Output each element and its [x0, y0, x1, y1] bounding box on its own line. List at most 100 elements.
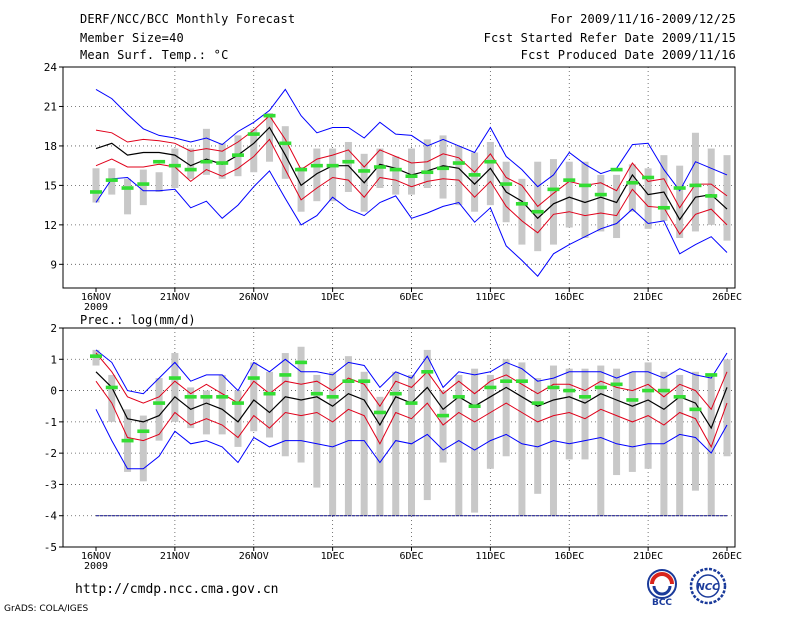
prec-member-box [313, 374, 321, 488]
temp-xtick-label: 16NOV [81, 292, 111, 303]
prec-xtick-label: 16NOV [81, 551, 111, 562]
prec-year-label: 2009 [84, 561, 108, 572]
prec-ytick-label: -5 [44, 541, 57, 554]
fcst-started-date: Fcst Started Refer Date 2009/11/15 [483, 31, 736, 45]
temp-observed-marker [295, 167, 308, 172]
temp-observed-marker [405, 174, 418, 178]
prec-member-box [581, 368, 589, 460]
prec-observed-marker [610, 382, 623, 387]
prec-ytick-label: 2 [50, 322, 57, 335]
temp-observed-marker [90, 190, 102, 194]
temp-member-box [392, 156, 400, 195]
prec-observed-marker [452, 395, 465, 399]
temp-observed-marker [279, 141, 292, 146]
prec-observed-marker [594, 385, 607, 390]
prec-observed-marker [421, 370, 434, 374]
prec-observed-marker [121, 438, 134, 443]
prec-member-box [597, 365, 605, 516]
temp-member-box [266, 113, 274, 162]
ncc-logo: NCC [689, 567, 727, 605]
temp-member-box [581, 161, 589, 239]
temp-observed-marker [642, 175, 655, 180]
prec-observed-marker [484, 385, 497, 390]
prec-observed-marker [547, 385, 560, 390]
temp-member-box [313, 148, 321, 202]
prec-member-box [565, 368, 573, 460]
prec-panel-title: Prec.: log(mm/d) [80, 313, 196, 327]
prec-observed-marker [705, 373, 718, 377]
prec-ytick-label: -2 [44, 447, 57, 460]
temp-observed-marker [515, 202, 528, 206]
temp-observed-marker [500, 182, 513, 186]
prec-member-box [139, 415, 147, 482]
prec-observed-marker [468, 404, 481, 409]
temp-ytick-label: 12 [44, 219, 57, 232]
precipitation-panel: -5 -4 -3 -2 -1 0 1 2 16NOV 21NOV 26NOV 1DEC 6DEC 11DE… [44, 313, 742, 572]
prec-member-box [329, 371, 337, 516]
temp-xtick-label: 1DEC [321, 292, 345, 303]
temp-year-label: 2009 [84, 302, 108, 313]
prec-upper-std-line [95, 352, 728, 411]
temp-upper-std-line [95, 114, 728, 209]
ncc-logo-text: NCC [696, 582, 720, 593]
temp-xtick-label: 26NOV [239, 292, 269, 303]
prec-member-box [439, 390, 447, 463]
prec-member-box [723, 359, 731, 457]
prec-xtick-label: 26NOV [239, 551, 269, 562]
temp-ytick-label: 9 [50, 258, 57, 271]
temp-xtick-label: 11DEC [475, 292, 505, 303]
source-url[interactable]: http://cmdp.ncc.cma.gov.cn [75, 582, 279, 597]
forecast-period: For 2009/11/16-2009/12/25 [550, 12, 736, 26]
temp-member-box [613, 174, 621, 239]
prec-member-box [376, 396, 384, 516]
prec-member-box [155, 378, 163, 441]
temp-member-box [691, 132, 699, 232]
temp-member-box [329, 148, 337, 202]
temp-member-box [139, 169, 147, 206]
prec-xtick-label: 16DEC [554, 551, 584, 562]
prec-member-box [486, 374, 494, 469]
prec-xtick-label: 21DEC [633, 551, 663, 562]
prec-observed-marker [579, 395, 592, 399]
prec-member-box [423, 349, 431, 501]
prec-observed-marker [373, 410, 386, 415]
temp-observed-marker [263, 113, 276, 118]
temp-member-box [455, 145, 463, 206]
temp-observed-marker [184, 167, 197, 172]
prec-member-box [266, 371, 274, 438]
temp-member-box [297, 166, 305, 212]
temp-observed-marker [137, 182, 150, 186]
temp-observed-marker [216, 161, 229, 165]
prec-lower-extreme-line [95, 409, 728, 470]
prec-member-box [202, 390, 210, 435]
prec-member-box [455, 374, 463, 516]
prec-observed-marker [673, 395, 686, 399]
prec-observed-marker [247, 376, 260, 380]
temp-observed-marker [673, 186, 686, 190]
temp-member-box [250, 128, 258, 173]
prec-member-box [218, 374, 226, 435]
prec-member-box [613, 368, 621, 476]
temp-lower-std-line [95, 138, 728, 235]
temp-member-box [171, 148, 179, 189]
temp-observed-marker [594, 192, 607, 197]
temp-member-box [471, 152, 479, 212]
prec-observed-marker [626, 398, 639, 402]
temp-observed-marker [437, 166, 450, 171]
temp-xtick-label: 26DEC [712, 292, 742, 303]
prec-observed-marker [657, 388, 670, 393]
temp-observed-marker [452, 161, 465, 165]
prec-member-box [250, 362, 258, 432]
prec-observed-marker [184, 395, 197, 399]
temp-xtick-label: 16DEC [554, 292, 584, 303]
temp-ytick-label: 24 [44, 61, 58, 74]
prec-member-box [171, 353, 179, 422]
prec-member-box [518, 362, 526, 516]
temp-member-box [281, 126, 289, 179]
temp-observed-marker [579, 183, 592, 188]
temp-member-box [549, 159, 557, 245]
prec-member-box [408, 374, 415, 516]
prec-member-box [676, 374, 684, 516]
fcst-produced-date: Fcst Produced Date 2009/11/16 [520, 48, 736, 62]
